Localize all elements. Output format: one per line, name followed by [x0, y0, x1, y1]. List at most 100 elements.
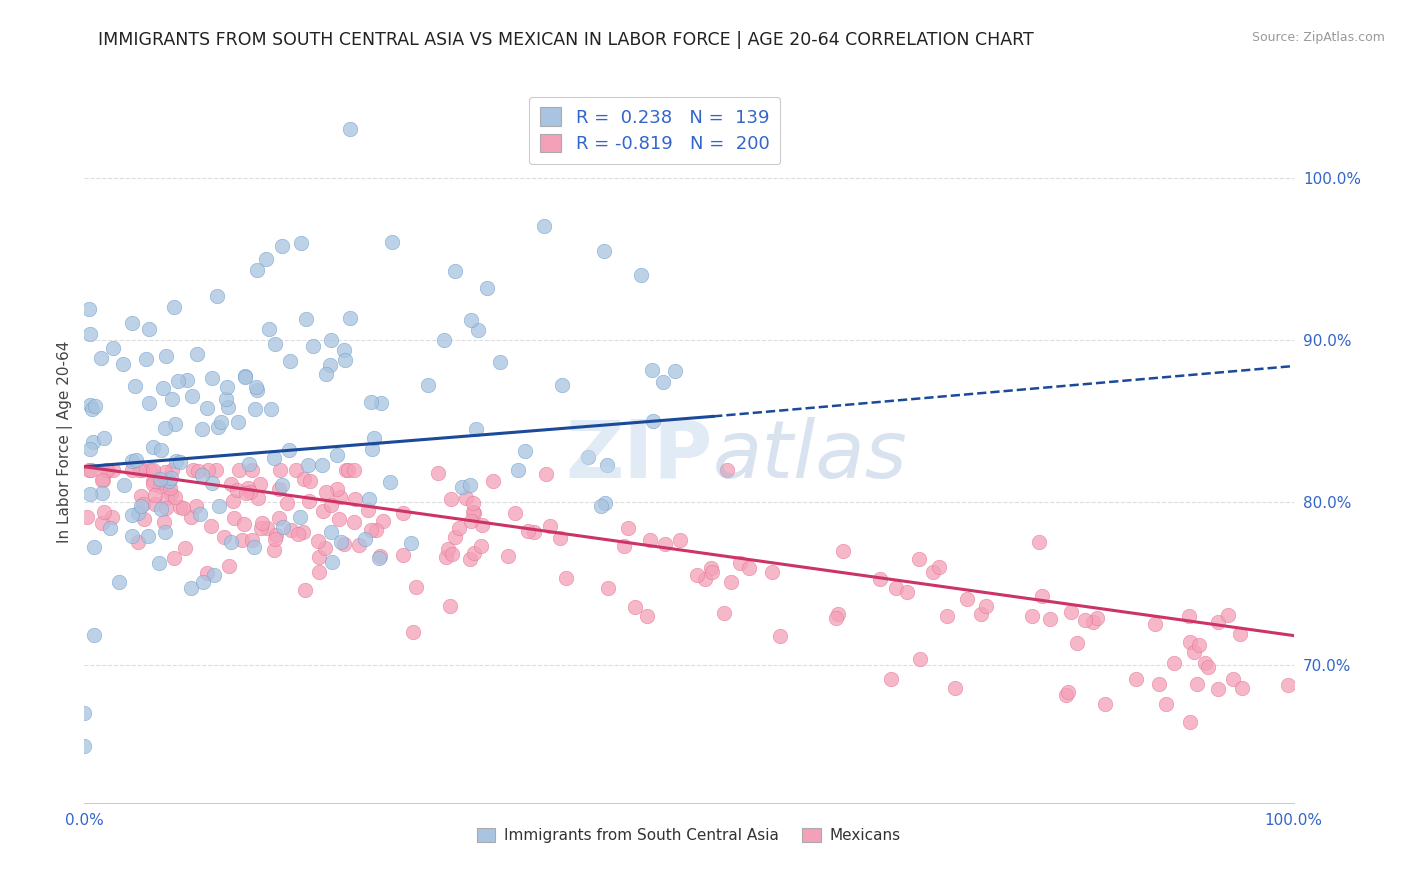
Point — [149, 479, 172, 493]
Point — [312, 504, 335, 518]
Point — [129, 499, 152, 513]
Point — [160, 471, 183, 485]
Point — [1277, 678, 1299, 692]
Point — [215, 380, 238, 394]
Point — [1081, 615, 1104, 630]
Point — [202, 568, 225, 582]
Point — [366, 523, 388, 537]
Point — [824, 611, 846, 625]
Point — [112, 357, 135, 371]
Point — [716, 463, 738, 477]
Point — [91, 516, 114, 530]
Point — [135, 351, 157, 366]
Point — [392, 548, 415, 562]
Point — [172, 501, 194, 516]
Text: Source: ZipAtlas.com: Source: ZipAtlas.com — [1251, 31, 1385, 45]
Point — [440, 492, 463, 507]
Point — [534, 467, 557, 481]
Point — [1222, 672, 1244, 686]
Point — [869, 572, 891, 586]
Point — [107, 574, 129, 589]
Point — [155, 524, 177, 539]
Point — [434, 550, 457, 565]
Point — [94, 463, 117, 477]
Point — [187, 464, 209, 478]
Point — [315, 484, 337, 499]
Point — [928, 560, 950, 574]
Point — [1178, 608, 1201, 623]
Point — [467, 323, 489, 337]
Point — [165, 491, 187, 505]
Point — [974, 599, 997, 613]
Point — [190, 422, 212, 436]
Point — [405, 581, 427, 595]
Point — [333, 352, 356, 367]
Point — [1054, 688, 1077, 702]
Point — [503, 506, 526, 520]
Point — [139, 463, 162, 477]
Point — [148, 557, 170, 571]
Point — [276, 496, 298, 510]
Point — [373, 514, 395, 528]
Point — [550, 532, 572, 546]
Text: ZIP: ZIP — [565, 417, 713, 495]
Point — [141, 440, 163, 454]
Point — [321, 498, 343, 512]
Point — [201, 476, 224, 491]
Point — [641, 414, 664, 428]
Point — [443, 263, 465, 277]
Point — [593, 244, 616, 258]
Point — [907, 552, 929, 566]
Point — [713, 607, 735, 621]
Point — [1028, 534, 1050, 549]
Point — [143, 488, 166, 502]
Point — [214, 530, 236, 544]
Point — [181, 463, 204, 477]
Point — [1182, 644, 1205, 658]
Point — [489, 355, 512, 369]
Point — [236, 481, 259, 495]
Point — [1180, 715, 1202, 730]
Point — [339, 310, 361, 325]
Point — [243, 540, 266, 554]
Point — [880, 673, 903, 687]
Point — [533, 219, 555, 234]
Point — [121, 316, 143, 330]
Point — [270, 478, 292, 492]
Point — [93, 431, 115, 445]
Point — [380, 475, 402, 490]
Point — [240, 463, 263, 477]
Point — [277, 443, 299, 458]
Point — [641, 363, 664, 377]
Point — [1206, 615, 1229, 629]
Point — [83, 541, 105, 555]
Point — [155, 491, 177, 506]
Point — [250, 516, 273, 530]
Point — [1194, 656, 1216, 670]
Point — [513, 444, 536, 458]
Point — [294, 583, 316, 598]
Point — [695, 572, 717, 586]
Point — [101, 342, 124, 356]
Point — [458, 478, 481, 492]
Point — [204, 463, 226, 477]
Point — [506, 462, 529, 476]
Point — [700, 561, 723, 575]
Point — [191, 468, 214, 483]
Point — [167, 374, 190, 388]
Point — [443, 530, 465, 544]
Point — [337, 463, 360, 477]
Point — [654, 537, 676, 551]
Point — [246, 491, 269, 505]
Point — [256, 521, 278, 535]
Point — [77, 463, 100, 477]
Point — [129, 489, 152, 503]
Point — [686, 568, 709, 582]
Point — [150, 443, 173, 458]
Point — [160, 463, 183, 477]
Point — [136, 529, 159, 543]
Point — [702, 565, 724, 579]
Point — [215, 392, 238, 406]
Point — [335, 463, 357, 477]
Point — [235, 485, 257, 500]
